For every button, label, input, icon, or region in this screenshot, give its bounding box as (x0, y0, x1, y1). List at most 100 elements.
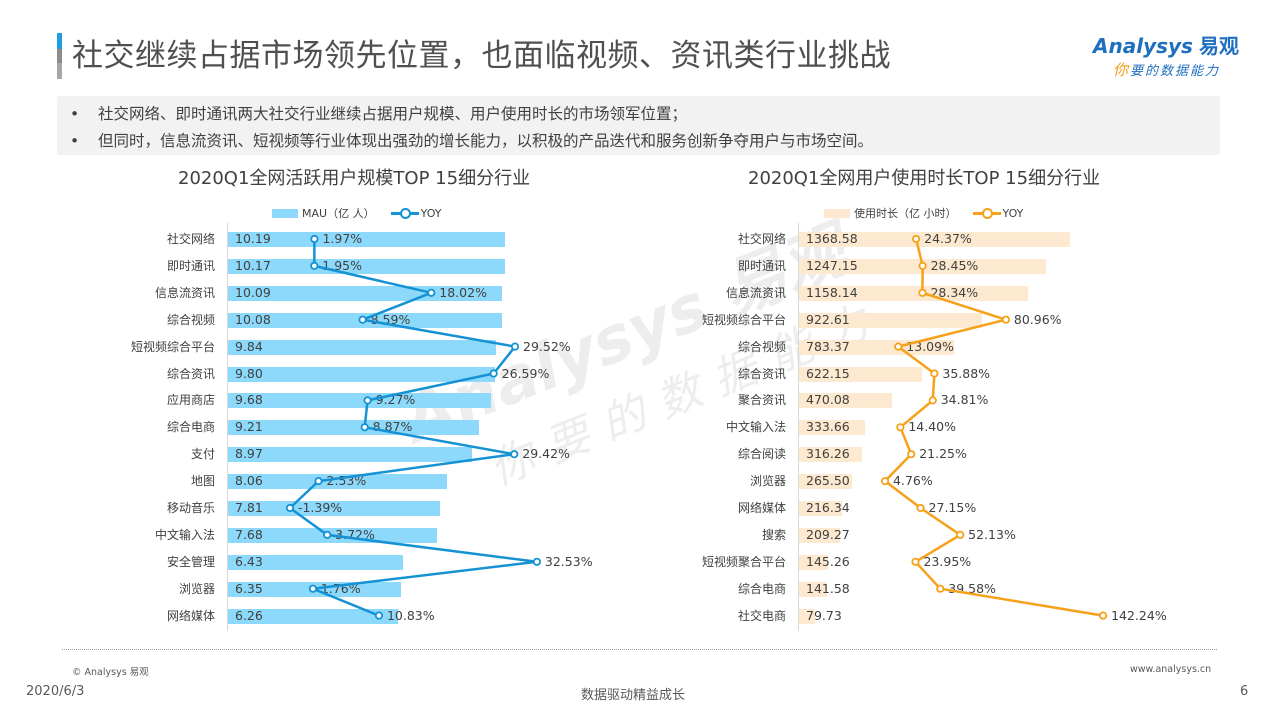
yoy-point-marker (928, 396, 937, 405)
time-chart-title: 2020Q1全网用户使用时长TOP 15细分行业 (748, 168, 1101, 189)
time-legend-swatch (824, 208, 850, 218)
website-link[interactable]: www.analysys.cn (1130, 664, 1212, 675)
page-number: 6 (1240, 684, 1249, 699)
category-axis (798, 223, 799, 631)
yoy-value-label: 21.25% (919, 446, 967, 462)
bar-value-label: 7.81 (235, 500, 263, 515)
bar (799, 527, 841, 543)
category-label: 综合资讯 (166, 366, 215, 381)
bar-value-label: 922.61 (806, 311, 850, 327)
mau-chart-title: 2020Q1全网活跃用户规模TOP 15细分行业 (178, 168, 531, 189)
yoy-value-label: 34.81% (940, 392, 989, 408)
yoy-point-marker (880, 476, 890, 486)
category-label: 网络媒体 (737, 501, 786, 515)
bar-value-label: 10.17 (235, 257, 271, 273)
bar-value-label: 1247.15 (806, 257, 858, 273)
category-label: 综合电商 (737, 581, 786, 596)
bar-value-label: 10.09 (235, 284, 271, 300)
yoy-point-marker (907, 450, 916, 459)
bullet-item: • 但同时，信息流资讯、短视频等行业体现出强劲的增长能力，以积极的产品迭代和服务创… (70, 129, 873, 151)
bar-value-label: 10.08 (235, 311, 271, 327)
report-date: 2020/6/3 (26, 684, 85, 699)
bar-value-label: 6.35 (235, 580, 263, 596)
yoy-point-marker (936, 584, 945, 593)
yoy-point-marker (956, 530, 965, 540)
yoy-value-label: 52.13% (968, 526, 1016, 542)
bar-value-label: 1158.14 (806, 284, 858, 300)
footer-slogan: 数据驱动精益成长 (581, 688, 686, 703)
category-label: 社交网络 (737, 232, 786, 246)
yoy-value-label: 13.09% (906, 338, 954, 354)
bar (799, 581, 828, 597)
category-label: 浏览器 (749, 474, 786, 489)
bar (799, 608, 815, 624)
bar-value-label: 9.84 (235, 338, 263, 354)
yoy-value-label: 39.58% (948, 580, 996, 596)
page-title: 社交继续占据市场领先位置，也面临视频、资讯类行业挑战 (72, 38, 891, 74)
category-label: 综合视频 (166, 312, 215, 327)
bar-value-label: 8.97 (235, 446, 263, 462)
yoy-value-label: 28.45% (930, 257, 979, 273)
bar (799, 420, 866, 436)
bar-value-label: 316.26 (806, 446, 850, 462)
logo-cn: 易观 (1198, 34, 1239, 58)
yoy-value-label: 14.40% (908, 419, 956, 435)
category-label: 中文输入法 (154, 527, 215, 542)
time-chart: 社交网络 1368.58 24.37% 即时通讯 1247.15 28.45% 信息流资讯 1… (701, 223, 1167, 631)
mau-legend-label: MAU（亿 人） (302, 207, 375, 220)
bullet-dot: • (70, 105, 80, 123)
mau-chart-legend: MAU（亿 人） YOY (272, 205, 441, 221)
category-label: 综合资讯 (737, 366, 786, 381)
bar-value-label: 470.08 (806, 392, 850, 408)
yoy-line (880, 234, 1108, 620)
yoy-value-label: 4.76% (893, 473, 933, 489)
time-legend-label: 使用时长（亿 小时） (854, 207, 957, 220)
yoy-value-label: 24.37% (924, 231, 972, 246)
bar-value-label: 333.66 (806, 419, 850, 435)
bar (799, 501, 842, 516)
category-label: 综合阅读 (737, 447, 786, 462)
logo-text: Analysys (1093, 34, 1193, 58)
bar-value-label: 7.68 (235, 526, 263, 542)
mau-legend-swatch (272, 208, 298, 218)
bar-value-label: 216.34 (806, 500, 850, 515)
yoy-legend-line-icon (390, 208, 419, 219)
yoy-legend-label: YOY (420, 206, 442, 220)
category-label: 安全管理 (166, 554, 215, 569)
bar-value-label: 209.27 (806, 526, 850, 542)
time-chart-legend: 使用时长（亿 小时） YOY (824, 205, 1023, 221)
bullet-item: • 社交网络、即时通讯两大社交行业继续占据用户规模、用户使用时长的市场领军位置； (70, 102, 687, 124)
analysys-logo: Analysys 易观 你要的数据能力 (1093, 30, 1253, 86)
yoy-point-marker (1001, 315, 1011, 324)
bar-value-label: 79.73 (806, 607, 842, 623)
category-label: 中文输入法 (725, 420, 786, 435)
category-label: 聚合资讯 (737, 393, 786, 408)
bar-value-label: 9.68 (235, 392, 263, 408)
category-label: 即时通讯 (166, 258, 215, 273)
category-label: 支付 (190, 447, 215, 462)
yoy-point-marker (1098, 611, 1108, 620)
category-label: 社交网络 (166, 232, 215, 246)
title-accent-bar (57, 33, 62, 79)
bullet-text: 但同时，信息流资讯、短视频等行业体现出强劲的增长能力，以积极的产品迭代和服务创新… (98, 132, 874, 150)
bar-value-label: 265.50 (806, 473, 850, 489)
bullet-text: 社交网络、即时通讯两大社交行业继续占据用户规模、用户使用时长的市场领军位置； (98, 105, 688, 123)
category-label: 网络媒体 (166, 608, 215, 623)
bar (799, 474, 852, 490)
yoy-point-marker (896, 423, 905, 432)
logo-slogan-first: 你 (1113, 61, 1131, 79)
category-label: 综合视频 (737, 339, 786, 354)
yoy-legend-label: YOY (1002, 206, 1024, 220)
bar-value-label: 8.06 (235, 473, 263, 489)
category-axis (227, 223, 228, 631)
bar-value-label: 6.26 (235, 607, 263, 623)
yoy-value-label: 80.96% (1013, 311, 1062, 327)
bar-value-label: 141.58 (806, 580, 850, 596)
yoy-point-marker (916, 503, 925, 513)
category-label: 地图 (190, 474, 215, 489)
bar-value-label: 145.26 (806, 553, 850, 569)
category-label: 短视频聚合平台 (701, 554, 786, 569)
copyright: © Analysys 易观 (72, 667, 149, 678)
category-label: 即时通讯 (737, 258, 786, 273)
yoy-value-label: 23.95% (923, 553, 972, 569)
